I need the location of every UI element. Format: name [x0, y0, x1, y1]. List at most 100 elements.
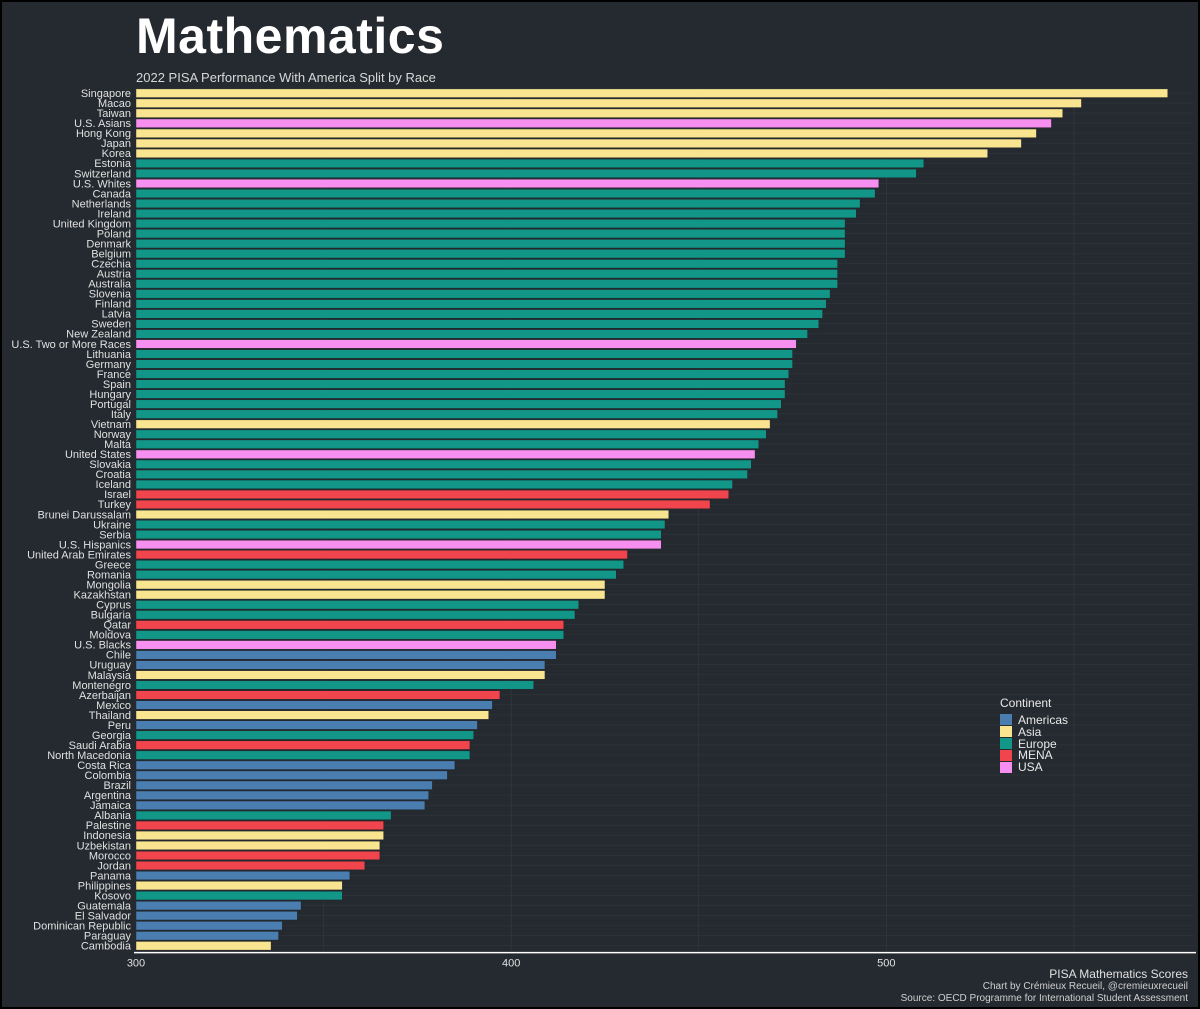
y-tick-label: Georgia	[92, 730, 132, 742]
bar	[135, 740, 471, 750]
bar	[135, 881, 343, 891]
bar	[135, 88, 1168, 98]
bar	[135, 239, 846, 249]
bar	[135, 419, 771, 429]
bar	[135, 269, 838, 279]
bar	[135, 249, 846, 259]
y-tick-label: North Macedonia	[47, 750, 132, 762]
legend-label-americas: Americas	[1018, 712, 1069, 727]
bar	[135, 891, 343, 901]
legend-item-usa: USA	[1000, 760, 1068, 775]
bar	[135, 700, 493, 710]
y-tick-label: Israel	[104, 489, 131, 501]
bar	[135, 199, 861, 209]
y-tick-label: Norway	[94, 429, 132, 441]
bar	[135, 409, 778, 419]
bar	[135, 600, 579, 610]
y-tick-label: Malaysia	[88, 670, 132, 682]
y-tick-label: United Kingdom	[53, 218, 131, 230]
y-tick-label: El Salvador	[75, 910, 132, 922]
legend-item-americas: Americas	[1000, 712, 1069, 727]
bar	[135, 620, 564, 630]
bar	[135, 489, 729, 499]
bar	[135, 800, 426, 810]
y-tick-label: Finland	[95, 299, 131, 311]
chart-subtitle: 2022 PISA Performance With America Split…	[136, 70, 436, 85]
caption-credit: Chart by Crémieux Recueil, @cremieuxrecu…	[982, 981, 1188, 992]
y-tick-label: Moldova	[89, 630, 131, 642]
y-tick-label: Albania	[94, 810, 132, 822]
y-tick-label: Germany	[86, 359, 132, 371]
bar	[135, 820, 384, 830]
legend-item-europe: Europe	[1000, 737, 1068, 751]
bar	[135, 459, 752, 469]
bar	[135, 720, 478, 730]
bar	[135, 389, 786, 399]
y-tick-label: Saudi Arabia	[69, 740, 132, 752]
y-tick-label: Slovenia	[89, 289, 132, 301]
y-tick-label: United States	[65, 449, 132, 461]
bar	[135, 439, 759, 449]
bar	[135, 871, 351, 881]
bar	[135, 399, 782, 409]
y-tick-label: Estonia	[94, 158, 132, 170]
legend-item-asia: Asia	[1000, 724, 1068, 739]
bar	[135, 359, 793, 369]
bar	[135, 580, 606, 590]
y-tick-label: United Arab Emirates	[27, 549, 131, 561]
chart-title: Mathematics	[136, 8, 445, 64]
bar	[135, 219, 846, 229]
bar	[135, 630, 564, 640]
bar	[135, 289, 831, 299]
y-tick-label: Netherlands	[72, 198, 132, 210]
y-tick-label: Macao	[98, 98, 131, 110]
y-tick-label: New Zealand	[66, 329, 131, 341]
y-tick-label: Colombia	[85, 770, 132, 782]
legend-label-usa: USA	[1018, 760, 1043, 775]
bar	[135, 670, 546, 680]
y-tick-label: Spain	[103, 379, 131, 391]
bar	[135, 840, 381, 850]
bar	[135, 810, 392, 820]
bar	[135, 369, 790, 379]
y-tick-label: U.S. Blacks	[74, 640, 131, 652]
bar	[135, 148, 988, 158]
legend-label-mena: MENA	[1018, 748, 1053, 763]
y-tick-label: Ireland	[97, 208, 131, 220]
legend-item-mena: MENA	[1000, 748, 1068, 763]
y-tick-label: Chile	[106, 650, 131, 662]
y-tick-label: Canada	[92, 188, 131, 200]
bar	[135, 188, 876, 199]
legend-label-asia: Asia	[1018, 724, 1042, 739]
y-tick-label: Montenegro	[72, 680, 131, 692]
y-tick-label: Hong Kong	[76, 128, 131, 140]
bar	[135, 660, 546, 670]
bar	[135, 570, 617, 580]
bar	[135, 178, 880, 188]
bar	[135, 229, 846, 239]
bar	[135, 379, 786, 389]
x-tick-label: 300	[127, 958, 145, 970]
bar	[135, 118, 1052, 128]
bar	[135, 830, 384, 840]
bar	[135, 138, 1022, 148]
legend-swatch-usa	[1000, 761, 1012, 773]
y-tick-label: Bulgaria	[91, 610, 132, 622]
y-tick-label: Qatar	[103, 620, 131, 632]
y-tick-label: Romania	[87, 569, 132, 581]
y-tick-label: Slovakia	[89, 459, 131, 471]
y-tick-label: Costa Rica	[77, 760, 132, 772]
bar	[135, 309, 823, 319]
bar	[135, 590, 606, 600]
caption-source: Source: OECD Programme for International…	[900, 993, 1188, 1004]
y-tick-label: Peru	[108, 720, 131, 732]
y-tick-label: Uruguay	[89, 660, 131, 672]
y-tick-label: Morocco	[89, 850, 131, 862]
bar	[135, 640, 557, 650]
bar	[135, 540, 662, 550]
legend-swatch-asia	[1000, 726, 1012, 738]
y-tick-label: Jordan	[97, 860, 131, 872]
y-tick-label: Hungary	[89, 389, 131, 401]
bar	[135, 329, 808, 339]
